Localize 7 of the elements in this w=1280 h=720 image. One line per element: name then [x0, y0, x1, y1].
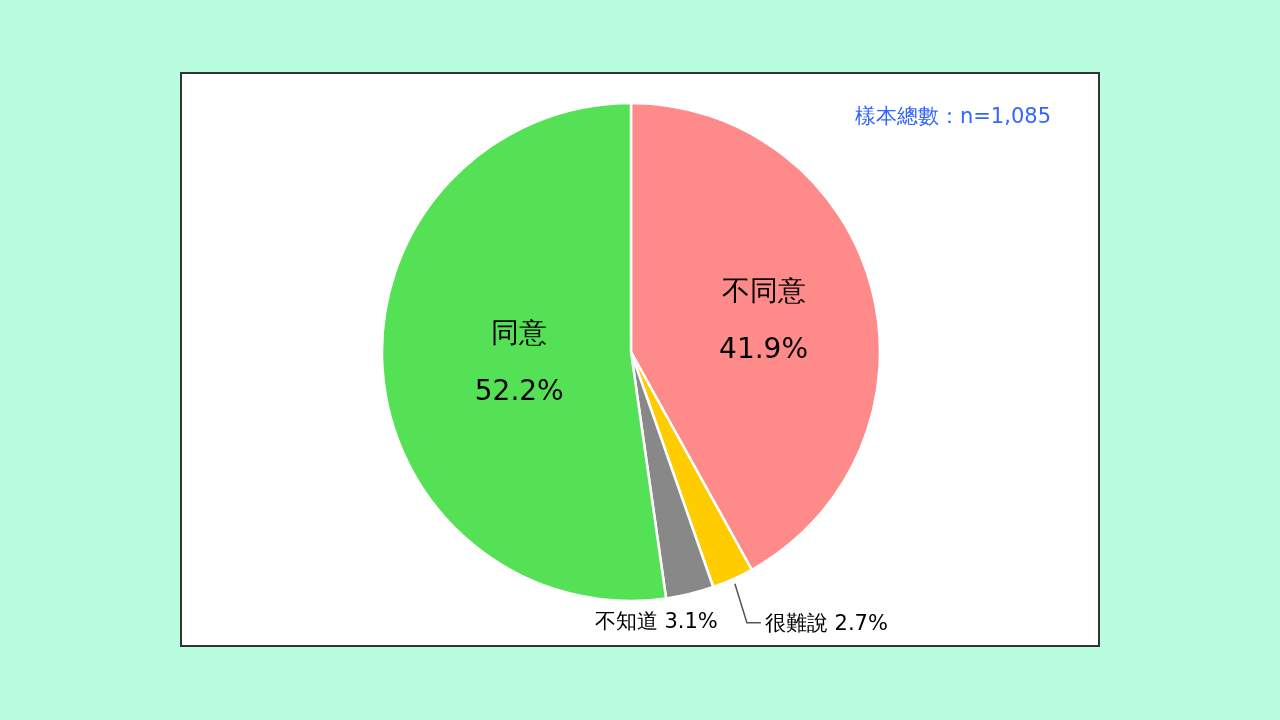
slice-label: 不同意 [721, 273, 806, 307]
data-label: 52.2% [474, 373, 564, 407]
slice-label: 很難說 2.7% [764, 610, 888, 635]
slice-label: 同意 [491, 315, 548, 349]
data-label: 41.9% [719, 331, 809, 365]
text: 樣本總數：n=1,085 [854, 104, 1051, 128]
slice-label: 不知道 3.1% [594, 609, 718, 634]
